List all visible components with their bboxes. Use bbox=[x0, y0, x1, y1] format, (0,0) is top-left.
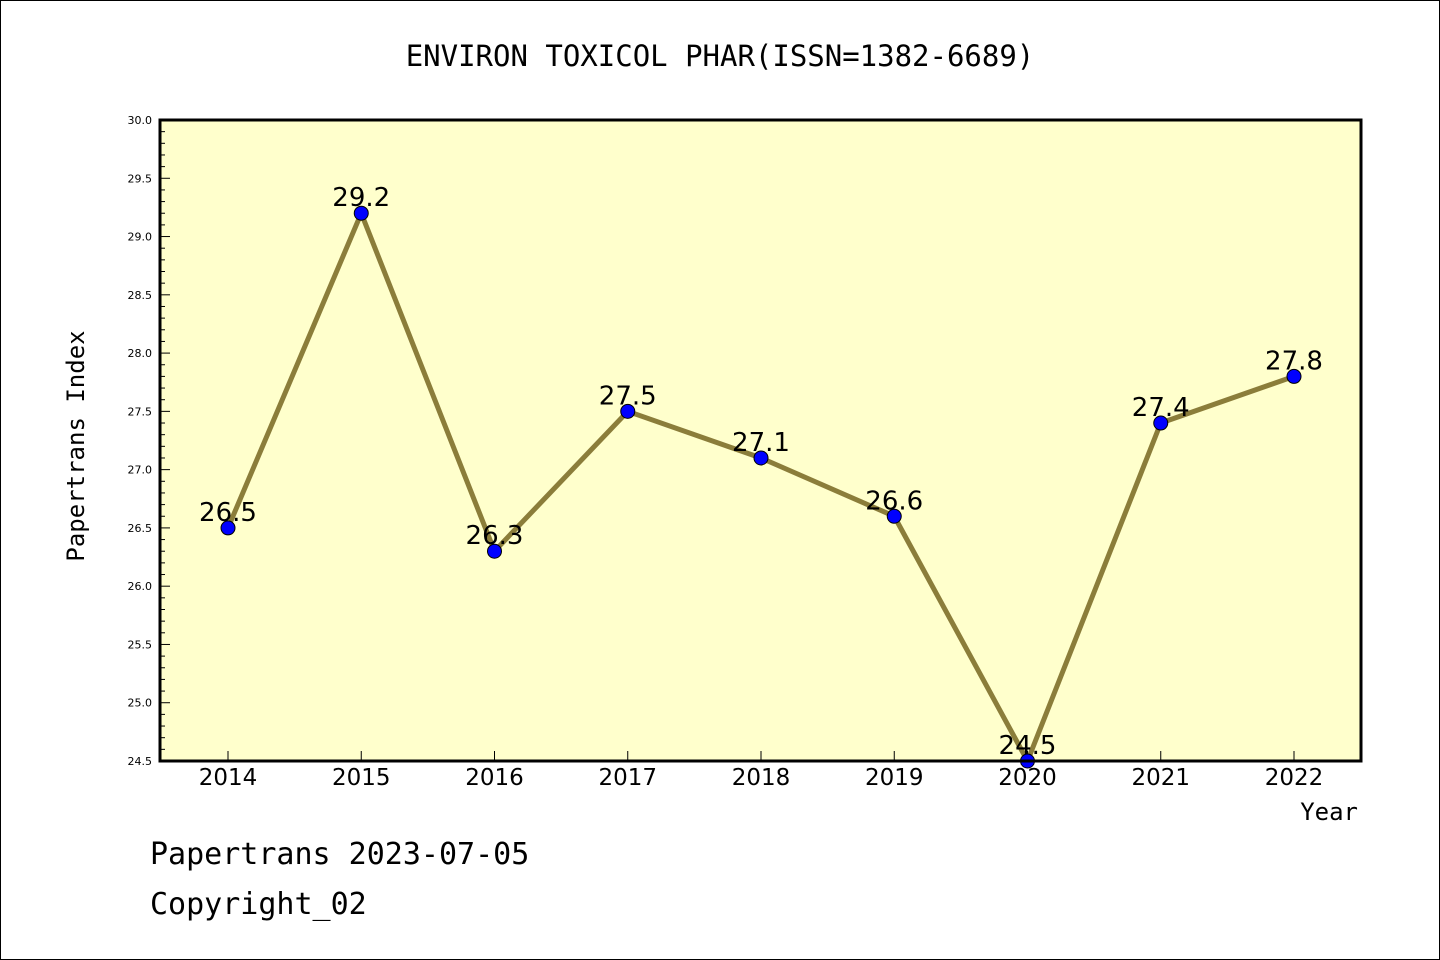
data-point bbox=[886, 508, 902, 524]
y-tick-label: 26.5 bbox=[128, 522, 153, 535]
x-tick-label: 2022 bbox=[1265, 765, 1324, 791]
footer-date-text: Papertrans 2023-07-05 bbox=[150, 837, 529, 872]
data-point bbox=[487, 543, 502, 559]
y-tick-label: 27.5 bbox=[128, 405, 153, 418]
data-label: 27.4 bbox=[1132, 393, 1190, 423]
x-tick-label: 2018 bbox=[732, 765, 791, 791]
data-label: 26.5 bbox=[199, 498, 257, 528]
x-tick-label: 2017 bbox=[598, 765, 657, 791]
x-tick-label: 2019 bbox=[865, 765, 924, 791]
x-tick-label: 2016 bbox=[465, 765, 524, 791]
data-point bbox=[1286, 368, 1302, 384]
y-tick-label: 27.0 bbox=[128, 464, 153, 477]
data-point bbox=[620, 403, 636, 419]
data-label: 24.5 bbox=[999, 731, 1057, 761]
x-tick-label: 2015 bbox=[332, 765, 391, 791]
data-point bbox=[220, 520, 236, 536]
y-tick-label: 24.5 bbox=[128, 755, 153, 768]
data-point bbox=[353, 205, 369, 221]
x-tick-label: 2020 bbox=[998, 765, 1057, 791]
x-tick-label: 2021 bbox=[1131, 765, 1190, 791]
y-axis-label: Papertrans Index bbox=[62, 330, 90, 561]
chart-title: ENVIRON TOXICOL PHAR(ISSN=1382-6689) bbox=[406, 39, 1035, 73]
y-tick-label: 28.0 bbox=[128, 347, 153, 360]
y-tick-label: 26.0 bbox=[128, 580, 153, 593]
y-tick-label: 29.0 bbox=[128, 231, 153, 244]
data-label: 26.3 bbox=[466, 521, 524, 551]
data-label: 27.1 bbox=[732, 428, 790, 458]
x-tick-label: 2014 bbox=[199, 765, 258, 791]
y-tick-label: 29.5 bbox=[128, 172, 153, 185]
plot-border bbox=[158, 118, 1363, 763]
y-tick-label: 28.5 bbox=[128, 289, 153, 302]
x-axis-ticks: 2014 2015 2016 2017 2018 2019 2020 2021 2022 bbox=[199, 751, 1324, 791]
y-axis-ticks: 24.5 25.0 25.5 26.0 26.5 27.0 27.5 28.0 28.5 29.0… bbox=[128, 114, 170, 768]
data-point bbox=[1153, 415, 1169, 431]
footer-copyright-text: Copyright_02 bbox=[150, 887, 367, 922]
data-label: 29.2 bbox=[332, 183, 390, 213]
data-point bbox=[753, 450, 769, 466]
data-label: 26.6 bbox=[865, 486, 923, 516]
y-tick-label: 25.0 bbox=[128, 697, 153, 710]
data-label: 27.5 bbox=[599, 381, 657, 411]
plot-area bbox=[160, 120, 1361, 761]
x-axis-label: Year bbox=[1300, 798, 1358, 826]
y-tick-label: 30.0 bbox=[128, 114, 153, 127]
data-label: 27.8 bbox=[1265, 346, 1323, 376]
y-tick-label: 25.5 bbox=[128, 638, 153, 651]
data-labels: 26.5 29.2 26.3 27.5 27.1 26.6 24.5 27.4 27.8 bbox=[199, 183, 1323, 761]
